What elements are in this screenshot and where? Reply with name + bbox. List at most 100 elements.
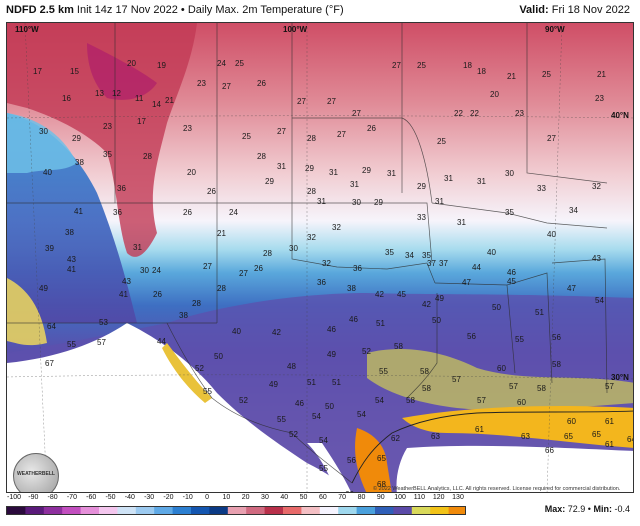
temperature-value: 21 (217, 229, 226, 238)
temperature-value: 35 (385, 248, 394, 257)
basin-region (7, 113, 77, 173)
temperature-value: 22 (470, 109, 479, 118)
temperature-value: 61 (605, 417, 614, 426)
color-scale-swatch (411, 507, 431, 514)
valid-time: Valid: Fri 18 Nov 2022 (519, 4, 630, 16)
temperature-value: 63 (431, 432, 440, 441)
valid-date: Fri 18 Nov 2022 (551, 4, 630, 16)
color-scale-tick: 130 (452, 494, 464, 501)
temperature-value: 54 (595, 296, 604, 305)
temperature-value: 64 (627, 435, 633, 444)
temperature-value: 51 (376, 319, 385, 328)
temperature-value: 55 (203, 387, 212, 396)
temperature-value: 51 (535, 308, 544, 317)
temperature-value: 61 (605, 440, 614, 449)
temperature-value: 58 (422, 384, 431, 393)
color-scale-tick: 120 (432, 494, 445, 501)
temperature-value: 51 (332, 378, 341, 387)
color-scale-tick: -100 (6, 494, 22, 501)
temperature-value: 32 (332, 223, 341, 232)
temperature-value: 65 (564, 432, 573, 441)
temperature-value: 54 (375, 396, 384, 405)
baja-warm-region (7, 278, 47, 346)
temperature-value: 57 (509, 382, 518, 391)
color-scale-swatch (393, 507, 413, 514)
temperature-value: 25 (542, 70, 551, 79)
color-scale-tick: -60 (86, 494, 97, 501)
warm-coastal-band (367, 348, 633, 411)
temperature-value: 47 (567, 284, 576, 293)
temperature-value: 38 (75, 158, 84, 167)
texas-coast-warm (355, 428, 392, 492)
temperature-value: 50 (492, 303, 501, 312)
color-scale-tick: -80 (47, 494, 58, 501)
temperature-value: 26 (207, 187, 216, 196)
mexico-coast (307, 443, 352, 492)
lon-100-label: 100°W (283, 25, 308, 34)
temperature-value: 36 (117, 184, 126, 193)
temperature-value: 53 (99, 318, 108, 327)
temperature-value: 27 (239, 269, 248, 278)
temperature-value: 31 (477, 177, 486, 186)
temperature-value: 27 (392, 61, 401, 70)
temperature-value: 60 (497, 364, 506, 373)
color-scale-tick: 10 (222, 494, 231, 501)
temperature-value: 49 (327, 350, 336, 359)
temperature-value: 30 (352, 198, 361, 207)
temperature-value: 21 (165, 96, 174, 105)
temperature-value: 58 (552, 360, 561, 369)
color-scale-swatch (43, 507, 63, 514)
temperature-value: 32 (592, 182, 601, 191)
logo-text: WEATHERBELL (17, 471, 55, 477)
color-scale-tick: -30 (144, 494, 155, 501)
temperature-value: 43 (122, 277, 131, 286)
temperature-value: 23 (103, 122, 112, 131)
temperature-value: 43 (67, 255, 76, 264)
color-scale-tick: 110 (413, 494, 425, 501)
temperature-value: 18 (463, 61, 472, 70)
temperature-value: 15 (70, 67, 79, 76)
coldest-core (87, 43, 157, 100)
color-scale-tick: 40 (280, 494, 289, 501)
color-scale-swatch (338, 507, 358, 514)
weatherbell-logo: WEATHERBELL (13, 453, 59, 492)
gulf-open-water (396, 445, 633, 492)
temperature-value: 29 (362, 166, 371, 175)
temperature-value: 30 (505, 169, 514, 178)
color-scale-swatch (319, 507, 339, 514)
map-title: NDFD 2.5 km Init 14z 17 Nov 2022 • Daily… (6, 4, 344, 16)
temperature-value: 36 (113, 208, 122, 217)
temperature-value: 55 (277, 415, 286, 424)
color-scale-tick: 60 (318, 494, 327, 501)
temperature-value: 46 (349, 315, 358, 324)
color-scale-tick: 0 (205, 494, 209, 501)
temperature-value: 60 (517, 398, 526, 407)
color-scale-tick: -50 (105, 494, 116, 501)
temperature-value: 34 (405, 251, 414, 260)
temperature-value: 26 (183, 208, 192, 217)
color-scale-swatch (172, 507, 192, 514)
temperature-value: 41 (119, 290, 128, 299)
temperature-value: 66 (545, 446, 554, 455)
temperature-value: 31 (435, 197, 444, 206)
temperature-value: 40 (43, 168, 52, 177)
temperature-value: 17 (33, 67, 42, 76)
color-scale-swatch (154, 507, 174, 514)
color-scale-swatch (62, 507, 82, 514)
lat-30-label: 30°N (611, 373, 629, 382)
color-scale-tick: -40 (124, 494, 135, 501)
temperature-value: 61 (475, 425, 484, 434)
temperature-value: 29 (265, 177, 274, 186)
temperature-value: 36 (317, 278, 326, 287)
temperature-value: 18 (477, 67, 486, 76)
temperature-value: 57 (477, 396, 486, 405)
map-graphic (7, 23, 633, 492)
temperature-value: 20 (187, 168, 196, 177)
temperature-value: 25 (437, 137, 446, 146)
temperature-value: 27 (327, 97, 336, 106)
color-scale-swatch (135, 507, 155, 514)
temperature-value: 30 (140, 266, 149, 275)
temperature-map: 110°W 100°W 90°W 40°N 30°N 17 15 20 19 24 25 2… (6, 22, 634, 493)
temperature-value: 28 (307, 134, 316, 143)
init-time: Init 14z 17 Nov 2022 (76, 4, 178, 16)
